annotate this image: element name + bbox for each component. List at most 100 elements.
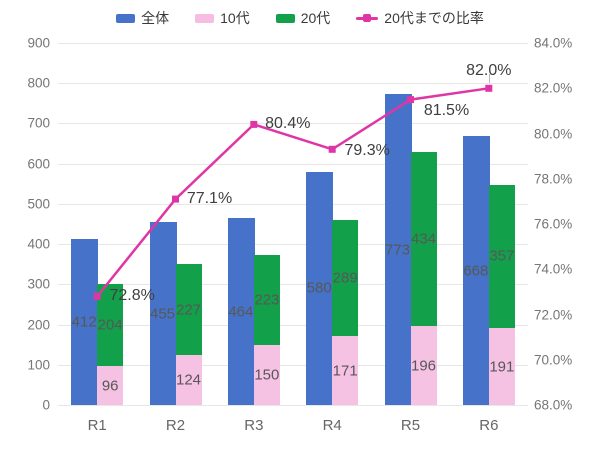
legend-swatch-icon [275,13,295,23]
bar-label-total: 580 [306,279,332,297]
bar-twenties-segment [97,284,124,367]
grid-line [58,284,528,286]
left-axis-tick: 0 [42,397,50,413]
legend-label: 全体 [141,10,170,26]
bar-teens-segment [97,366,124,405]
chart-legend: 全体 10代 20代 20代までの比率 [0,6,600,30]
ratio-point-label: 79.3% [344,142,390,160]
right-axis-tick: 78.0% [534,171,573,187]
left-axis-tick: 500 [27,196,50,212]
left-axis-tick: 900 [27,35,50,51]
bar-label-teens: 191 [489,358,515,376]
bar-total [462,136,490,405]
bar-label-twenties: 357 [489,247,515,265]
bar-label-total: 668 [463,262,489,280]
bar-total [227,218,255,405]
left-axis-tick: 300 [27,276,50,292]
ratio-point-label: 80.4% [265,115,311,133]
x-axis-label: R1 [87,417,107,434]
bar-label-total: 464 [228,303,254,321]
bar-total [306,171,334,405]
bar-teens-segment [253,344,280,405]
legend-item: 20代までの比率 [356,8,484,28]
bar-twenties-segment [488,184,515,329]
bar-label-teens: 171 [332,362,358,380]
bar-total [384,94,412,405]
bar-label-twenties: 434 [410,230,437,248]
right-axis-tick: 80.0% [534,126,573,141]
x-axis-label: R5 [400,417,421,434]
ratio-point-label: 82.0% [466,62,512,80]
grid-line [58,163,528,165]
legend-label: 10代 [220,10,250,26]
line-marker [93,292,101,300]
line-marker [172,195,179,203]
legend-item: 20代 [275,8,331,28]
bar-total [149,222,177,405]
bar-teens-segment [175,355,202,405]
legend-swatch-icon [116,13,136,23]
bar-label-twenties: 227 [175,301,202,318]
line-marker [485,84,493,92]
bar-teens-segment [332,336,359,405]
bar-label-teens: 96 [101,377,119,395]
bar-label-total: 773 [384,241,411,258]
right-axis-tick: 68.0% [534,397,573,413]
grid-line [58,203,528,205]
line-marker [250,120,258,128]
right-axis-tick: 70.0% [534,352,573,368]
bar-twenties-segment [332,220,359,337]
right-axis-tick: 72.0% [534,307,573,322]
x-axis-label: R2 [165,417,186,434]
right-axis-tick: 82.0% [534,80,573,96]
bar-twenties-segment [175,263,202,356]
line-marker [328,145,336,153]
line-series-icon [356,13,379,23]
bar-label-teens: 196 [410,357,437,375]
legend-item: 全体 [116,8,169,28]
bar-label-total: 412 [71,313,97,331]
ratio-point-label: 81.5% [423,101,470,119]
right-axis-tick: 74.0% [534,261,573,277]
legend-swatch-icon [195,13,215,23]
left-axis-tick: 800 [27,75,50,91]
line-marker [407,96,414,104]
x-axis-label: R4 [322,417,342,434]
grid-line [58,364,528,366]
left-axis-tick: 400 [27,236,50,252]
bar-label-teens: 150 [254,366,280,384]
grid-line [58,43,528,44]
bar-teens-segment [488,328,515,405]
grid-line [58,83,528,85]
ratio-point-label: 72.8% [109,287,155,305]
bar-teens-segment [410,326,437,405]
bar-label-twenties: 204 [97,316,123,334]
right-axis-tick: 76.0% [534,216,573,232]
grid-line [58,123,528,125]
left-axis-tick: 200 [27,317,50,333]
bar-label-twenties: 289 [332,269,358,287]
legend-label: 20代 [300,10,331,26]
grid-line [58,405,528,406]
grid-line [58,244,528,246]
label-leader-line [488,74,490,84]
bar-label-total: 455 [149,305,176,322]
plot-area: 412 204 96 455 227 124 464 223 150 580 289 171 773 43… [58,43,528,406]
left-axis-tick: 600 [27,156,50,172]
bar-twenties-segment [410,151,437,327]
bar-label-twenties: 223 [254,291,280,309]
bar-label-teens: 124 [175,371,202,389]
x-axis-label: R6 [479,417,499,434]
left-axis-tick: 700 [27,115,50,131]
legend-label: 20代までの比率 [384,10,484,26]
legend-line-marker-icon [363,13,372,22]
ratio-line-series [93,84,493,300]
legend-item: 10代 [195,8,250,28]
bar-twenties-segment [253,255,280,345]
right-axis-tick: 84.0% [534,35,573,51]
x-axis-label: R3 [244,417,264,434]
ratio-point-label: 77.1% [186,190,233,208]
grid-line [58,324,528,326]
bar-total [71,239,99,405]
